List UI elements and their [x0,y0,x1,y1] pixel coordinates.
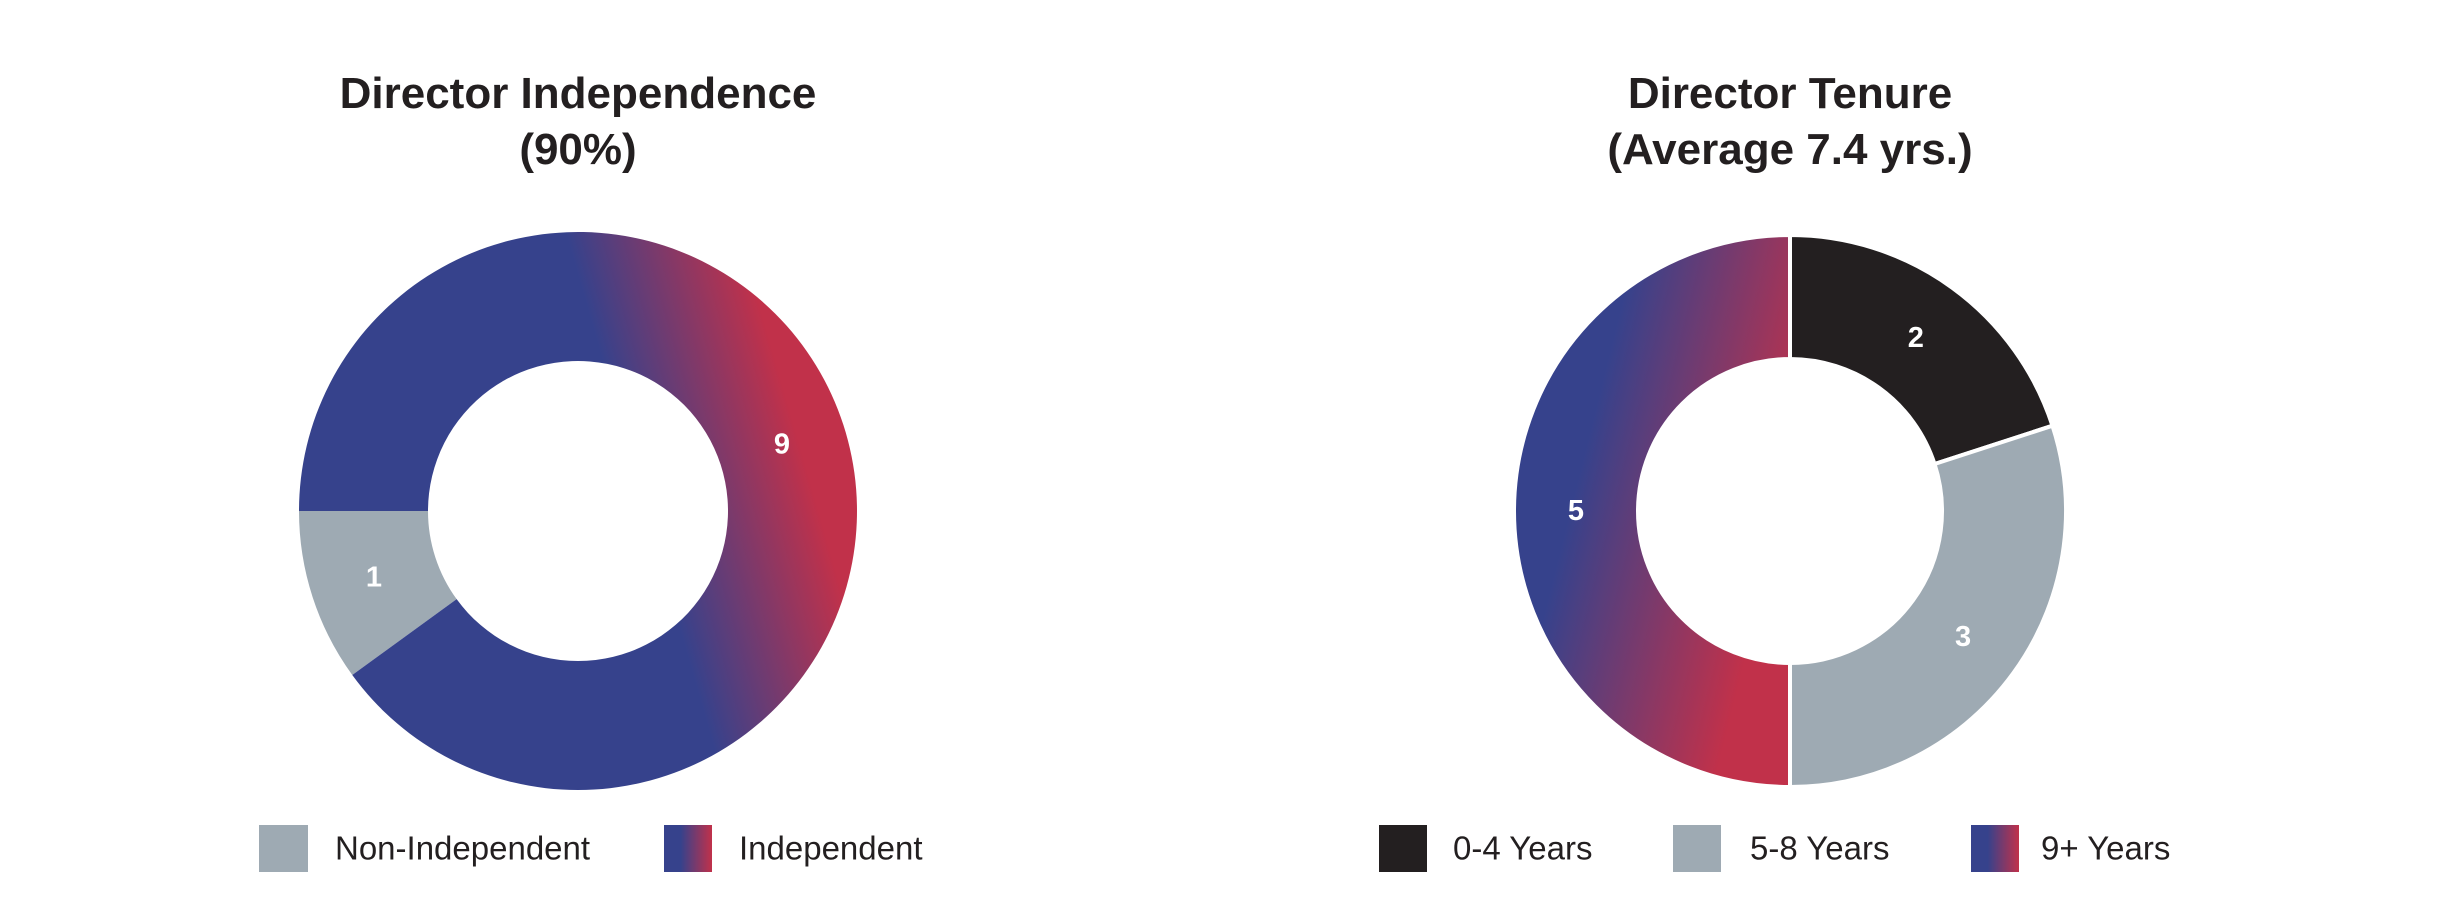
legend-swatch-0-4-years [1379,825,1427,872]
independence-chart: Director Independence (90%) 1 9 Non-Inde… [259,69,923,872]
donut-slice-non-independent [299,511,457,675]
data-label-9-plus-years: 5 [1568,495,1584,527]
legend-label-non-independent: Non-Independent [335,830,590,867]
tenure-chart: Director Tenure (Average 7.4 yrs.) 2 3 5… [1379,69,2170,872]
legend-label-independent: Independent [739,830,923,867]
data-label-0-4-years: 2 [1908,322,1924,354]
legend-swatch-5-8-years [1673,825,1721,872]
legend-label-9-plus-years: 9+ Years [2041,830,2170,867]
donut-slice-0-4-years [1788,232,2056,467]
tenure-legend: 0-4 Years 5-8 Years 9+ Years [1379,825,2170,872]
legend-swatch-9-plus-years [1971,825,2019,872]
donut-slice-5-8-years [1788,423,2068,790]
tenure-title-line-2: (Average 7.4 yrs.) [1607,125,1972,174]
independence-legend: Non-Independent Independent [259,825,923,872]
legend-label-0-4-years: 0-4 Years [1453,830,1592,867]
independence-title-line-2: (90%) [519,125,636,174]
legend-label-5-8-years: 5-8 Years [1750,830,1889,867]
data-label-5-8-years: 3 [1955,621,1971,653]
independence-title-line-1: Director Independence [340,69,817,118]
donut-slice-9-plus-years [1512,232,1792,790]
tenure-title-line-1: Director Tenure [1628,69,1952,118]
data-label-independent: 9 [774,429,790,461]
legend-swatch-independent [664,825,712,872]
legend-swatch-non-independent [259,825,308,872]
data-label-non-independent: 1 [366,561,382,593]
donut-slice-independent [299,232,857,791]
